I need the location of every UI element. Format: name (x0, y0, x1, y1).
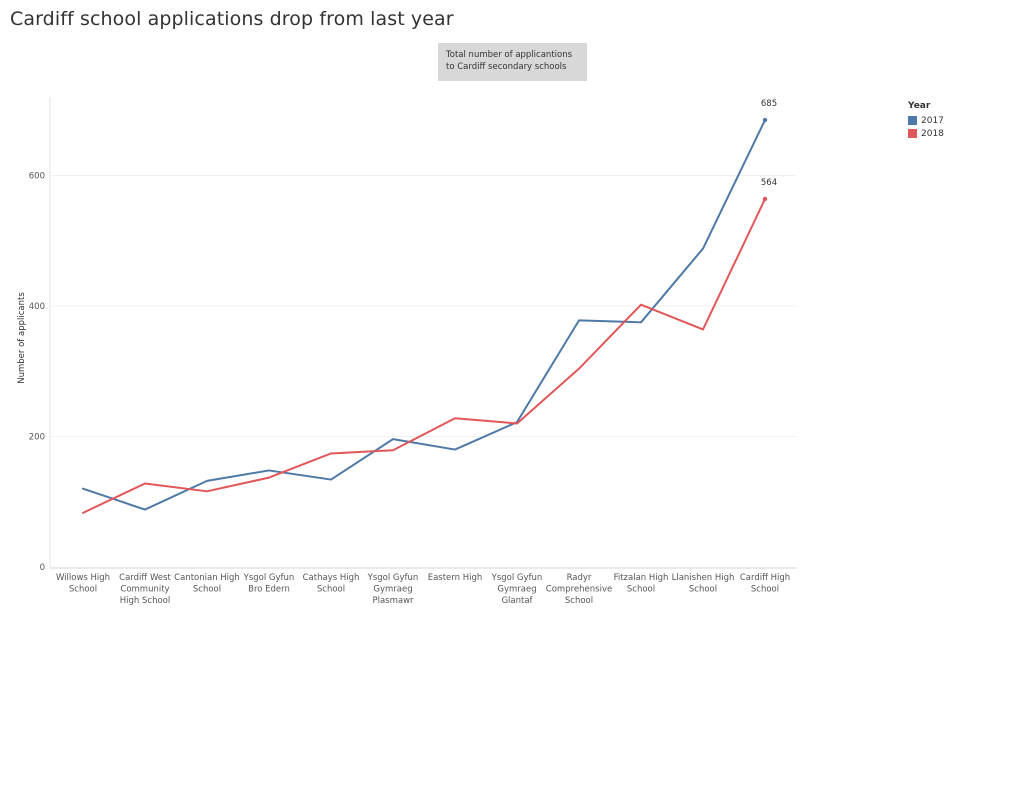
x-tick-label: Eastern High (428, 573, 483, 583)
y-tick-label: 0 (40, 563, 45, 573)
end-point-2017 (762, 117, 768, 123)
x-axis: Willows High School Cardiff West Community H… (50, 567, 796, 606)
x-tick-label: Llanishen High School (672, 573, 735, 595)
annotation-box: Total number of applicantions to Cardiff… (438, 43, 587, 81)
end-point-2018 (762, 196, 768, 202)
x-tick-label: Cathays High School (303, 573, 360, 595)
x-tick-label: Ysgol Gyfun Gymraeg Glantaf (491, 573, 543, 606)
gridlines (50, 175, 796, 437)
legend-item-2018[interactable]: 2018 (908, 127, 944, 140)
data-label-2017: 685 (761, 99, 777, 109)
legend-label-2018: 2018 (921, 128, 944, 139)
chart-title: Cardiff school applications drop from la… (10, 8, 454, 30)
data-labels: 685 564 (761, 99, 777, 188)
y-tick-label: 400 (29, 302, 45, 312)
series-line-2017 (82, 119, 766, 511)
x-tick-label: Cantonian High School (174, 573, 240, 595)
series-lines (82, 117, 768, 514)
legend-item-2017[interactable]: 2017 (908, 114, 944, 127)
x-tick-label: Cardiff High School (740, 573, 790, 595)
legend-title: Year (908, 101, 931, 111)
y-axis-label: Number of applicants (17, 292, 27, 384)
legend-swatch-2018 (908, 129, 917, 138)
x-tick-label: Willows High School (56, 573, 110, 595)
x-tick-label: Ysgol Gyfun Bro Edern (243, 573, 295, 595)
y-axis: 0 200 400 600 (29, 97, 51, 573)
y-tick-label: 200 (29, 433, 45, 443)
x-tick-label: Fitzalan High School (614, 573, 669, 595)
y-tick-label: 600 (29, 172, 45, 182)
x-tick-label: Radyr Comprehensive School (546, 573, 612, 606)
series-line-2018 (82, 197, 766, 514)
legend-label-2017: 2017 (921, 115, 944, 126)
legend-swatch-2017 (908, 116, 917, 125)
legend: Year 2017 2018 (908, 101, 944, 140)
x-tick-label: Ysgol Gyfun Gymraeg Plasmawr (367, 573, 419, 606)
x-tick-label: Cardiff West Community High School (119, 573, 171, 606)
data-label-2018: 564 (761, 178, 777, 188)
